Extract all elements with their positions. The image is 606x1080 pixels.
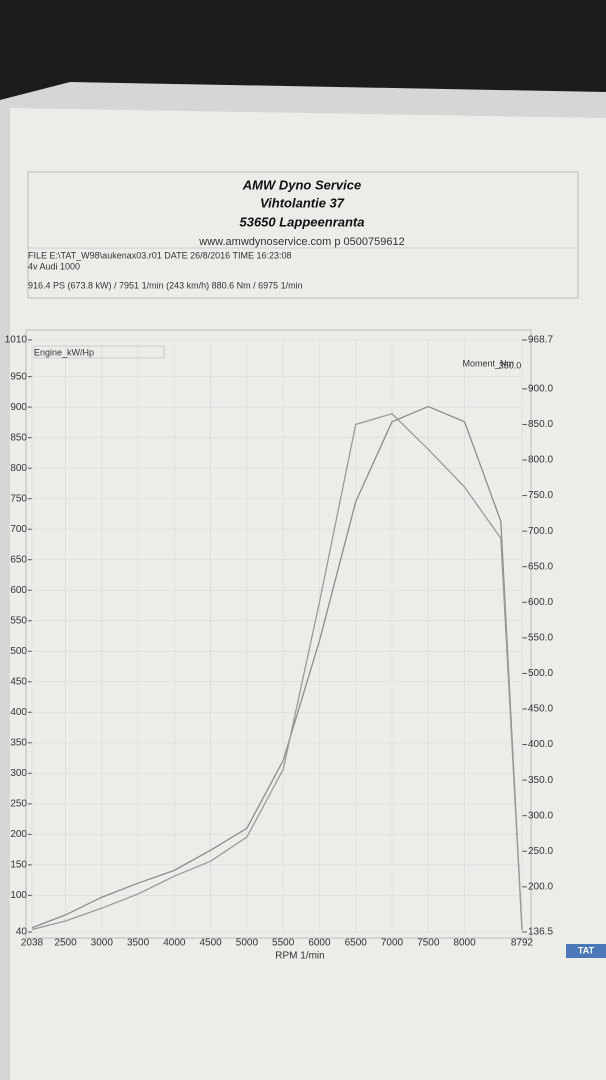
y2-tick-label: 350.0: [528, 775, 553, 786]
x-tick-label: 5000: [236, 938, 259, 949]
y2-tick-label: 300.0: [528, 810, 553, 821]
y-tick-label: 250: [10, 798, 27, 809]
y-tick-label: 600: [10, 585, 27, 596]
y-tick-label: 850: [10, 432, 27, 443]
y-tick-label: 950: [10, 371, 27, 382]
y-tick-label: 450: [10, 676, 27, 687]
y2-tick-label: 136.5: [528, 927, 553, 938]
x-axis-label: RPM 1/min: [275, 951, 324, 962]
company: AMW Dyno Service: [242, 177, 361, 192]
series-line: [31, 405, 523, 931]
y2-tick-label: 500.0: [528, 668, 553, 679]
logo: TAT: [578, 945, 595, 955]
y-tick-label: 550: [10, 615, 27, 626]
y-tick-label: 700: [10, 524, 27, 535]
y-tick-label: 800: [10, 463, 27, 474]
y2-tick-label: 750.0: [528, 490, 553, 501]
x-tick-label: 8792: [511, 938, 534, 949]
x-tick-label: 2500: [54, 938, 77, 949]
city: 53650 Lappeenranta: [239, 214, 364, 229]
x-tick-label: 7500: [417, 938, 440, 949]
y2-tick-label: 650.0: [528, 561, 553, 572]
paper: [10, 108, 606, 1080]
y-tick-label: 200: [10, 829, 27, 840]
x-tick-label: 8000: [453, 938, 476, 949]
x-tick-label: 4000: [163, 938, 186, 949]
y2-tick-label: 968.7: [528, 335, 553, 346]
x-tick-label: 2038: [21, 938, 44, 949]
file-line: FILE E:\TAT_W98\aukenax03.r01 DATE 26/8/…: [28, 250, 291, 260]
y-tick-label: 1010: [5, 335, 28, 346]
legend-entry: Moment_Nm: [462, 358, 514, 368]
legend-entry: Engine_kW/Hp: [34, 347, 94, 357]
x-tick-label: 6000: [308, 938, 331, 949]
y-tick-label: 750: [10, 493, 27, 504]
y-tick-label: 900: [10, 402, 27, 413]
y-tick-label: 150: [10, 860, 27, 871]
y-tick-label: 40: [16, 927, 28, 938]
y-tick-label: 350: [10, 737, 27, 748]
contact: www.amwdynoservice.com p 0500759612: [198, 236, 404, 248]
result: 916.4 PS (673.8 kW) / 7951 1/min (243 km…: [28, 280, 303, 290]
y2-tick-label: 200.0: [528, 881, 553, 892]
x-tick-label: 5500: [272, 938, 295, 949]
x-tick-label: 7000: [381, 938, 404, 949]
y2-tick-label: 900.0: [528, 384, 553, 395]
vehicle: 4v Audi 1000: [28, 261, 80, 271]
corner-label: 350.0: [499, 360, 522, 370]
y-tick-label: 400: [10, 707, 27, 718]
plot-frame: [25, 329, 532, 939]
header-box: [27, 171, 579, 299]
street: Vihtolantie 37: [260, 195, 345, 210]
y2-tick-label: 250.0: [528, 846, 553, 857]
y2-tick-label: 700.0: [528, 526, 553, 537]
y2-tick-label: 550.0: [528, 632, 553, 643]
series-line: [31, 413, 523, 931]
y2-tick-label: 600.0: [528, 597, 553, 608]
x-tick-label: 3000: [91, 938, 114, 949]
y2-tick-label: 450.0: [528, 704, 553, 715]
y2-tick-label: 850.0: [528, 419, 553, 430]
y2-tick-label: 400.0: [528, 739, 553, 750]
y-tick-label: 500: [10, 646, 27, 657]
x-tick-label: 4500: [199, 938, 222, 949]
logo-box: [566, 944, 606, 958]
y-tick-label: 300: [10, 768, 27, 779]
y-tick-label: 100: [10, 890, 27, 901]
y2-tick-label: 800.0: [528, 455, 553, 466]
x-tick-label: 3500: [127, 938, 150, 949]
legend-box: [33, 345, 165, 359]
y-tick-label: 650: [10, 554, 27, 565]
x-tick-label: 6500: [345, 938, 368, 949]
